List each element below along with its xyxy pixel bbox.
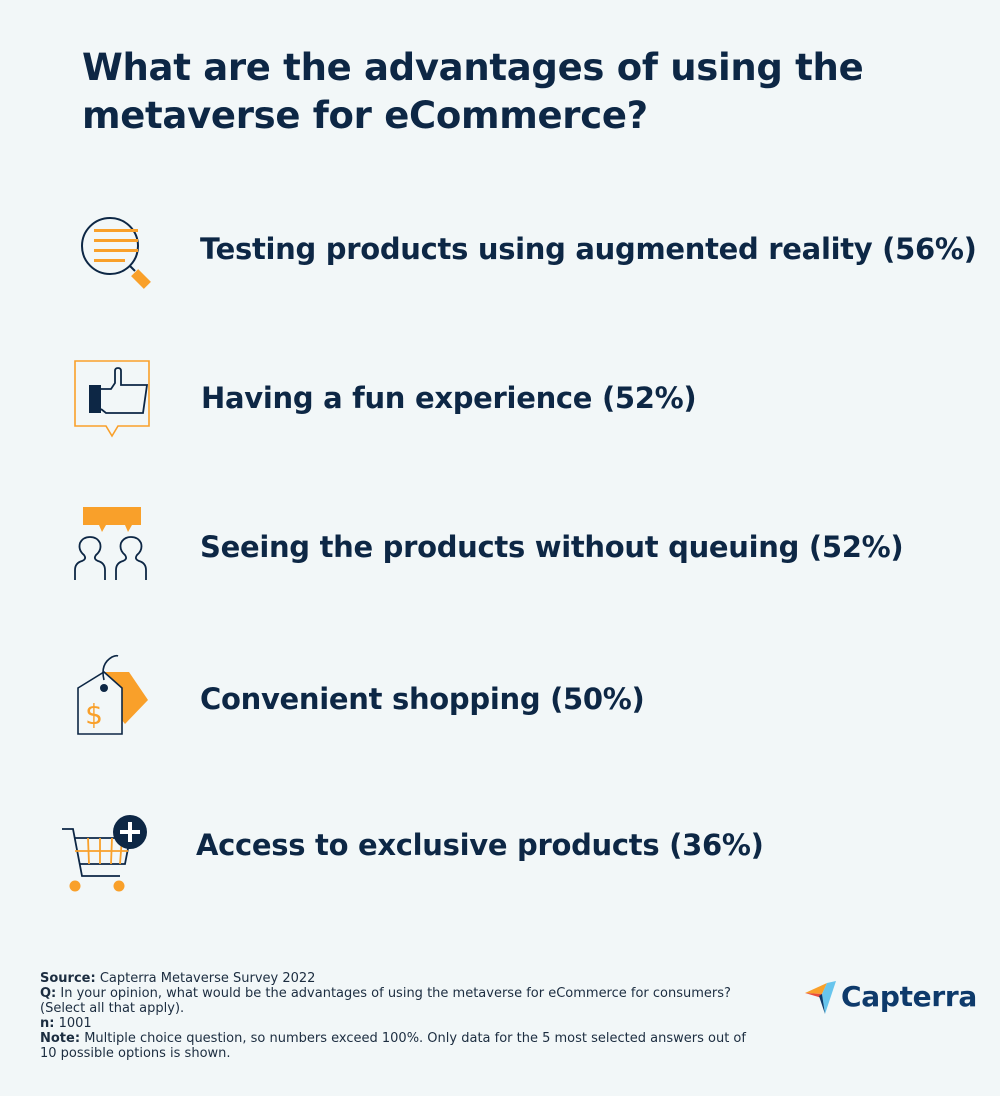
- n-line: n: 1001: [40, 1016, 760, 1031]
- n-label: n:: [40, 1016, 55, 1031]
- source-text: Capterra Metaverse Survey 2022: [99, 971, 316, 986]
- price-tag-icon: $: [77, 654, 148, 735]
- note-line: Note: Multiple choice question, so numbe…: [40, 1031, 760, 1061]
- note-text: Multiple choice question, so numbers exc…: [40, 1031, 746, 1061]
- people-chat-icon: [74, 507, 147, 580]
- footer-notes: Source: Capterra Metaverse Survey 2022 Q…: [40, 971, 760, 1061]
- list-item: Testing products using augmented reality…: [0, 208, 1000, 298]
- list-item: Access to exclusive products (36%): [0, 806, 1000, 896]
- item-label: Seeing the products without queuing (52%…: [200, 530, 904, 564]
- item-label: Having a fun experience (52%): [201, 381, 697, 415]
- item-label: Access to exclusive products (36%): [196, 828, 764, 862]
- thumbs-up-icon: [74, 360, 150, 438]
- cart-add-icon: [62, 815, 147, 892]
- note-label: Note:: [40, 1031, 81, 1046]
- capterra-logo: Capterra: [805, 978, 977, 1018]
- source-label: Source:: [40, 971, 96, 986]
- question-line: Q: In your opinion, what would be the ad…: [40, 986, 760, 1016]
- question-text: In your opinion, what would be the advan…: [40, 986, 731, 1016]
- list-item: Having a fun experience (52%): [0, 357, 1000, 447]
- svg-text:$: $: [85, 698, 103, 731]
- n-value: 1001: [58, 1016, 92, 1031]
- item-label: Convenient shopping (50%): [200, 682, 645, 716]
- source-line: Source: Capterra Metaverse Survey 2022: [40, 971, 760, 986]
- question-label: Q:: [40, 986, 57, 1001]
- magnifier-document-icon: [81, 217, 151, 289]
- item-label: Testing products using augmented reality…: [200, 232, 977, 266]
- list-item: Seeing the products without queuing (52%…: [0, 502, 1000, 592]
- logo-text: Capterra: [841, 980, 977, 1013]
- page-title: What are the advantages of using the met…: [82, 46, 864, 137]
- list-item: $ Convenient shopping (50%): [0, 652, 1000, 742]
- capterra-arrow-icon: [805, 981, 836, 1014]
